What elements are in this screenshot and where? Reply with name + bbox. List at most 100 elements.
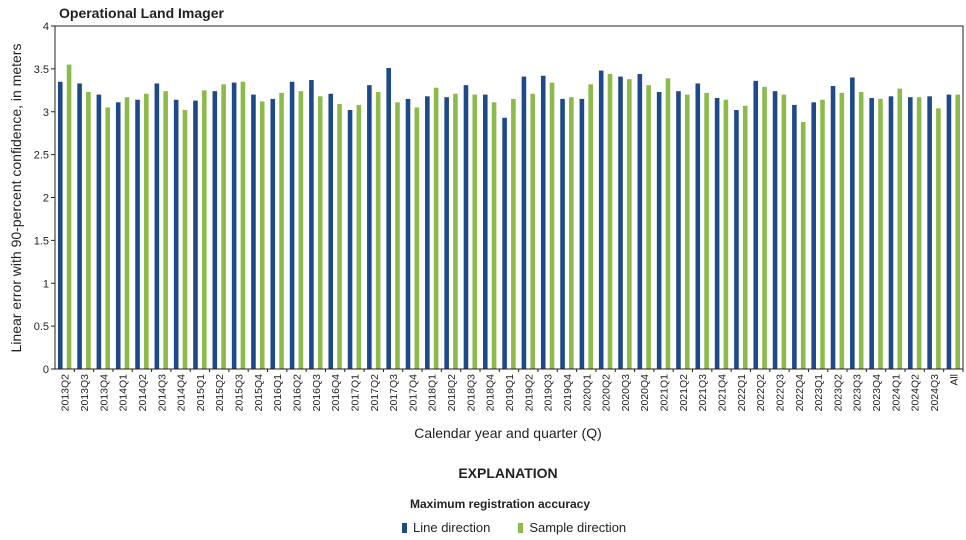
- bar-sample-2022Q2: [762, 86, 767, 369]
- bar-line-2020Q3: [618, 76, 623, 369]
- bar-line-2019Q4: [560, 98, 565, 369]
- y-tick-label: 3.5: [34, 64, 49, 76]
- bar-line-2021Q1: [656, 92, 662, 369]
- legend-swatch-line: [402, 522, 407, 533]
- bar-sample-2016Q3: [317, 96, 323, 369]
- bar-line-2016Q4: [328, 93, 334, 370]
- bar-sample-2018Q4: [491, 102, 497, 369]
- bar-sample-2015Q1: [201, 90, 207, 369]
- bar-sample-2020Q4: [646, 85, 651, 369]
- bar-line-2017Q3: [386, 68, 391, 369]
- x-tick-label: 2018Q4: [485, 374, 497, 412]
- bar-sample-2023Q1: [820, 99, 825, 370]
- bar-line-2024Q3: [927, 96, 932, 369]
- y-tick-label: 0.5: [34, 321, 49, 333]
- bar-sample-2017Q3: [395, 102, 400, 369]
- x-tick-label: 2021Q2: [678, 374, 690, 412]
- x-tick-label: 2014Q1: [118, 374, 130, 412]
- bar-line-2022Q2: [753, 80, 759, 369]
- x-tick-label: 2016Q3: [311, 374, 323, 412]
- x-tick-label: 2015Q1: [195, 374, 207, 412]
- bar-sample-2023Q2: [839, 92, 845, 369]
- x-tick-label: 2019Q1: [504, 374, 516, 412]
- bar-sample-2017Q4: [414, 107, 420, 370]
- bar-line-2015Q3: [231, 82, 237, 369]
- x-tick-label: 2024Q1: [890, 374, 902, 412]
- bar-line-2017Q1: [347, 110, 353, 369]
- bar-line-2017Q2: [367, 85, 372, 369]
- x-tick-label: 2019Q3: [543, 374, 555, 412]
- y-tick-label: 0: [43, 364, 49, 376]
- bar-line-2013Q2: [57, 81, 63, 370]
- y-tick-label: 4: [43, 21, 49, 33]
- bar-sample-2015Q2: [221, 84, 226, 369]
- bar-line-2021Q2: [676, 91, 681, 370]
- bar-line-2020Q1: [579, 98, 585, 369]
- bar-sample-2016Q2: [298, 91, 304, 370]
- x-tick-label: 2022Q1: [736, 374, 748, 412]
- legend-swatch-sample: [518, 522, 524, 533]
- x-tick-label: 2021Q4: [717, 374, 729, 412]
- x-tick-label: 2017Q2: [369, 374, 381, 412]
- bar-line-2016Q1: [270, 98, 276, 369]
- x-tick-label: 2023Q2: [832, 374, 844, 412]
- x-tick-label: 2017Q3: [388, 374, 400, 412]
- x-tick-label: 2013Q3: [79, 374, 91, 412]
- y-tick-label: 1.5: [34, 235, 49, 247]
- x-tick-label: 2020Q3: [620, 374, 632, 412]
- x-tick-label: 2019Q2: [523, 374, 535, 412]
- bar-sample-2023Q3: [858, 92, 864, 369]
- bar-sample-2018Q1: [433, 87, 439, 370]
- bar-line-2019Q3: [540, 75, 546, 370]
- bar-line-2015Q1: [193, 100, 198, 369]
- bar-sample-2015Q3: [240, 81, 246, 370]
- bar-sample-All: [955, 94, 961, 369]
- x-tick-label: 2022Q2: [755, 374, 767, 412]
- bar-sample-2016Q1: [279, 92, 284, 369]
- x-tick-label: 2022Q4: [794, 374, 806, 412]
- x-tick-label: All: [948, 374, 960, 386]
- bar-line-2019Q1: [502, 117, 507, 369]
- legend-label-sample: Sample direction: [529, 520, 627, 535]
- x-tick-label: 2023Q1: [813, 374, 825, 412]
- bar-sample-2021Q1: [665, 78, 671, 370]
- x-tick-label: 2015Q2: [214, 374, 226, 412]
- bar-line-2017Q4: [405, 98, 411, 369]
- bar-line-2014Q2: [135, 99, 140, 370]
- bar-line-2019Q2: [521, 76, 527, 369]
- bar-line-2018Q2: [444, 97, 449, 370]
- bar-line-2023Q1: [811, 102, 817, 369]
- x-tick-label: 2013Q4: [98, 374, 110, 412]
- bar-line-2013Q3: [77, 83, 82, 369]
- bar-line-2023Q4: [869, 98, 874, 369]
- legend-title: Maximum registration accuracy: [409, 497, 591, 511]
- bar-sample-2024Q1: [897, 88, 903, 369]
- bar-sample-2021Q2: [684, 94, 690, 369]
- bar-sample-2013Q4: [105, 107, 110, 370]
- bar-line-2018Q3: [463, 85, 469, 369]
- bar-sample-2018Q3: [472, 94, 478, 369]
- x-tick-label: 2018Q3: [465, 374, 477, 412]
- bar-sample-2024Q3: [936, 108, 941, 369]
- bar-sample-2013Q2: [66, 64, 72, 370]
- bar-line-2014Q3: [154, 83, 160, 369]
- bar-sample-2022Q4: [800, 122, 806, 369]
- x-tick-label: 2014Q2: [137, 374, 149, 412]
- bar-sample-2021Q4: [723, 99, 729, 370]
- bar-line-2022Q1: [734, 110, 739, 369]
- bar-sample-2019Q1: [511, 98, 516, 369]
- y-tick-label: 3: [43, 107, 49, 119]
- bar-line-2022Q4: [792, 104, 797, 369]
- legend: Line direction Sample direction: [402, 520, 654, 535]
- x-tick-label: 2023Q4: [871, 374, 883, 412]
- bar-line-2016Q2: [289, 81, 295, 370]
- bar-sample-2020Q1: [588, 84, 593, 369]
- x-tick-label: 2018Q1: [427, 374, 439, 412]
- x-tick-label: 2021Q3: [697, 374, 709, 412]
- bar-sample-2023Q4: [878, 98, 883, 369]
- bar-sample-2020Q2: [607, 74, 613, 370]
- bar-sample-2019Q2: [530, 93, 536, 370]
- bar-sample-2014Q3: [163, 91, 168, 370]
